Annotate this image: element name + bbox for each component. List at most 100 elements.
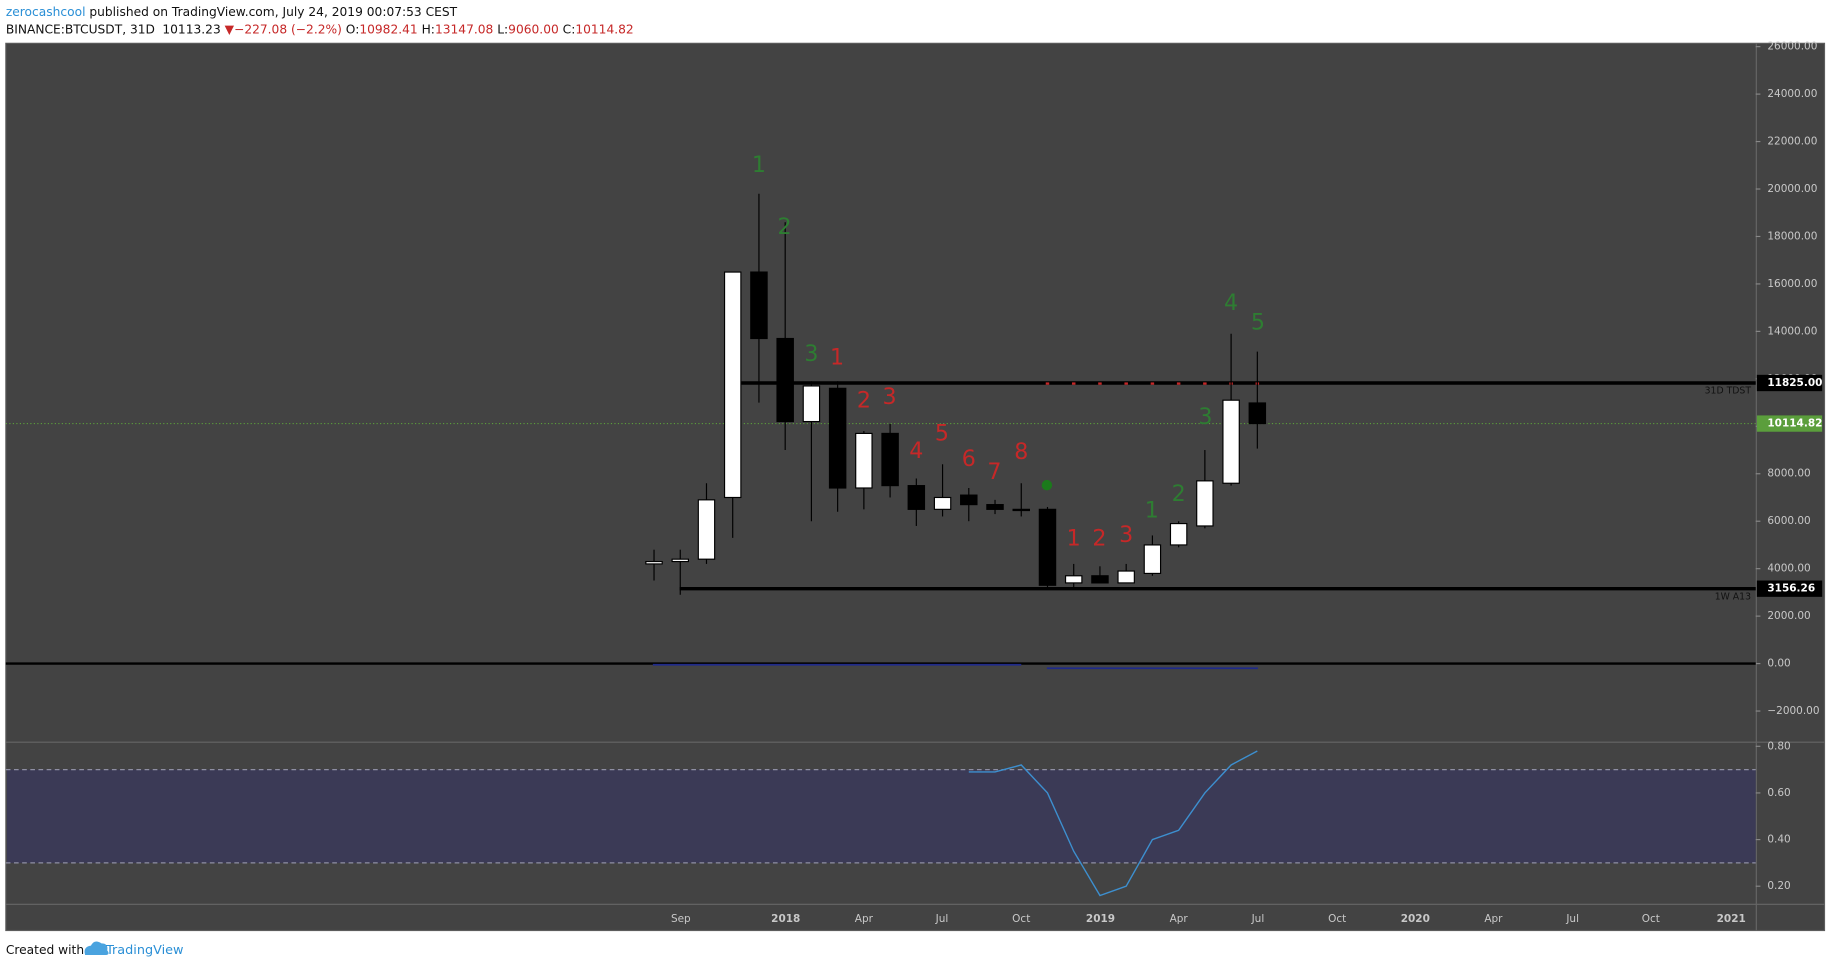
osc-band bbox=[6, 769, 1756, 863]
td-count: 1 bbox=[1067, 525, 1081, 551]
td-count: 4 bbox=[1224, 290, 1238, 316]
td-count: 6 bbox=[962, 446, 976, 472]
h-label: H: bbox=[422, 22, 435, 36]
level-name: 1W A13 bbox=[1715, 591, 1751, 602]
y-tick-label: 8000.00 bbox=[1767, 468, 1810, 480]
y-tick-label: 26000.00 bbox=[1767, 41, 1817, 53]
level-name: 31D TDST bbox=[1705, 386, 1752, 397]
level-box bbox=[1756, 374, 1823, 392]
td-count: 3 bbox=[1119, 522, 1133, 548]
x-tick-label: Apr bbox=[855, 913, 874, 925]
y-tick-label: 2000.00 bbox=[1767, 610, 1810, 622]
y-tick-label: 14000.00 bbox=[1767, 325, 1817, 337]
last-price-label: 10114.82 bbox=[1767, 418, 1822, 430]
td-count: 1 bbox=[830, 345, 844, 371]
candle-body bbox=[671, 558, 689, 563]
x-tick-label: 2019 bbox=[1086, 913, 1115, 925]
x-tick-label: 2018 bbox=[771, 913, 800, 925]
published: published on TradingView.com, July 24, 2… bbox=[85, 4, 457, 18]
c-label: C: bbox=[563, 22, 576, 36]
candle-body bbox=[802, 385, 821, 423]
td-count: 7 bbox=[987, 459, 1001, 485]
x-tick-label: Jul bbox=[1251, 913, 1265, 925]
candle-body bbox=[986, 504, 1004, 510]
y-tick-label: 18000.00 bbox=[1767, 230, 1817, 242]
arrow: ▼ bbox=[225, 22, 235, 36]
candle-body bbox=[1222, 399, 1240, 484]
candle-body bbox=[1169, 522, 1188, 546]
footer-created: Created with bbox=[6, 943, 84, 957]
candle-body bbox=[1064, 575, 1083, 584]
y-tick-label: 6000.00 bbox=[1767, 515, 1810, 527]
candle-body bbox=[723, 271, 742, 499]
y-tick-label: −2000.00 bbox=[1767, 705, 1819, 717]
y-tick-label: 16000.00 bbox=[1767, 278, 1817, 290]
candle-body bbox=[828, 387, 847, 489]
header-line: zerocashcool published on TradingView.co… bbox=[6, 4, 458, 18]
last-price-box bbox=[1756, 415, 1823, 432]
td-count: 2 bbox=[778, 214, 792, 240]
candle-body bbox=[933, 496, 952, 510]
signal-star bbox=[1041, 479, 1053, 491]
osc-y-tick-label: 0.40 bbox=[1767, 834, 1790, 846]
l-label: L: bbox=[497, 22, 508, 36]
candle-body bbox=[645, 560, 663, 565]
y-tick-label: 4000.00 bbox=[1767, 563, 1810, 575]
candle-body bbox=[1196, 480, 1214, 527]
candle-body bbox=[1117, 570, 1135, 584]
td-count: 3 bbox=[1198, 404, 1212, 430]
x-tick-label: 2021 bbox=[1717, 913, 1746, 925]
candle-body bbox=[1143, 544, 1162, 574]
footer-brand[interactable]: TradingView bbox=[105, 943, 183, 958]
osc-line bbox=[968, 750, 1258, 897]
td-count: 2 bbox=[1092, 525, 1106, 551]
candle-body bbox=[881, 432, 899, 487]
candle-body bbox=[960, 494, 978, 506]
last: 10113.23 bbox=[162, 22, 220, 36]
symbol: BINANCE:BTCUSDT, 31D bbox=[6, 22, 155, 36]
candle-body bbox=[1012, 508, 1030, 512]
change: −227.08 (−2.2%) bbox=[234, 22, 342, 36]
x-tick-label: Apr bbox=[1170, 913, 1189, 925]
y-tick-label: 22000.00 bbox=[1767, 136, 1817, 148]
candle-body bbox=[697, 499, 716, 560]
td-count: 2 bbox=[1172, 481, 1186, 507]
x-tick-label: 2020 bbox=[1401, 913, 1430, 925]
level-box bbox=[1756, 580, 1823, 597]
candle-body bbox=[776, 337, 794, 423]
td-count: 1 bbox=[752, 152, 766, 178]
td-count: 5 bbox=[1251, 310, 1265, 336]
candle-body bbox=[1248, 402, 1267, 425]
candle-body bbox=[750, 271, 768, 340]
x-tick-label: Jul bbox=[935, 913, 949, 925]
y-tick-label: 20000.00 bbox=[1767, 183, 1817, 195]
osc-y-tick-label: 0.80 bbox=[1767, 740, 1790, 752]
x-tick-label: Apr bbox=[1484, 913, 1503, 925]
o-label: O: bbox=[346, 22, 360, 36]
level-label: 11825.00 bbox=[1767, 377, 1822, 389]
td-count: 8 bbox=[1014, 439, 1028, 465]
x-tick-label: Oct bbox=[1642, 913, 1660, 925]
td-count: 5 bbox=[935, 420, 949, 446]
td-count: 4 bbox=[909, 438, 923, 464]
c: 10114.82 bbox=[575, 22, 633, 36]
h: 13147.08 bbox=[435, 22, 493, 36]
td-count: 1 bbox=[1145, 497, 1159, 523]
y-tick-label: 0.00 bbox=[1767, 658, 1790, 670]
symbol-line: BINANCE:BTCUSDT, 31D 10113.23 ▼−227.08 (… bbox=[6, 22, 634, 36]
osc-y-tick-label: 0.60 bbox=[1767, 787, 1790, 799]
candle-body bbox=[1038, 508, 1057, 586]
candle-body bbox=[907, 485, 926, 510]
td-count: 3 bbox=[804, 341, 818, 367]
y-tick-label: 24000.00 bbox=[1767, 88, 1817, 100]
osc-y-tick-label: 0.20 bbox=[1767, 880, 1790, 892]
x-tick-label: Sep bbox=[671, 913, 691, 925]
td-count: 3 bbox=[882, 384, 896, 410]
l: 9060.00 bbox=[508, 22, 559, 36]
level-label: 3156.26 bbox=[1767, 583, 1815, 595]
candle-body bbox=[1091, 575, 1109, 584]
logo-icon bbox=[84, 941, 109, 955]
td-count: 2 bbox=[857, 388, 871, 414]
author[interactable]: zerocashcool bbox=[6, 4, 86, 18]
